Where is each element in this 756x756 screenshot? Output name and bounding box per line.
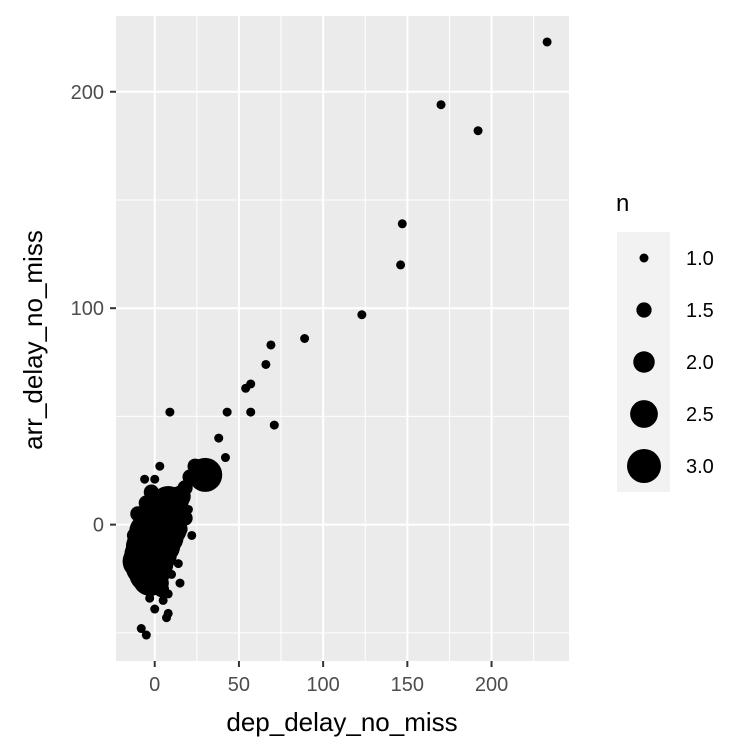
legend-key bbox=[636, 302, 652, 318]
data-point bbox=[145, 593, 155, 603]
data-point bbox=[150, 604, 160, 614]
data-point bbox=[222, 407, 232, 417]
data-point bbox=[542, 37, 552, 47]
x-axis: 0 50 100 150 200 bbox=[149, 661, 508, 696]
legend-key bbox=[639, 253, 649, 263]
x-tick-label: 0 bbox=[149, 674, 160, 696]
data-point bbox=[246, 407, 256, 417]
legend-key bbox=[633, 351, 655, 373]
data-point bbox=[130, 506, 146, 522]
x-tick-label: 200 bbox=[475, 674, 508, 696]
data-points bbox=[122, 37, 552, 640]
data-point bbox=[220, 453, 230, 463]
data-point bbox=[158, 595, 168, 605]
legend-title: n bbox=[616, 190, 629, 217]
data-point bbox=[163, 589, 173, 599]
data-point bbox=[175, 578, 185, 588]
data-point bbox=[163, 561, 173, 571]
y-tick-label: 100 bbox=[71, 298, 104, 320]
data-point bbox=[241, 383, 251, 393]
data-point bbox=[136, 624, 146, 634]
data-point bbox=[261, 359, 271, 369]
legend-label: 3.0 bbox=[686, 456, 714, 478]
x-tick-label: 100 bbox=[306, 674, 339, 696]
plot-panel bbox=[116, 16, 569, 661]
x-tick-label: 150 bbox=[391, 674, 424, 696]
data-point bbox=[187, 530, 197, 540]
data-point bbox=[183, 504, 193, 514]
data-point bbox=[125, 542, 141, 559]
legend-label: 1.5 bbox=[686, 300, 714, 322]
data-point bbox=[137, 511, 172, 546]
data-point bbox=[357, 310, 367, 320]
minor-gridlines bbox=[116, 16, 569, 661]
major-gridlines bbox=[116, 16, 569, 661]
data-point bbox=[152, 488, 168, 505]
data-point bbox=[436, 100, 446, 110]
data-point bbox=[155, 461, 165, 471]
data-point bbox=[126, 527, 143, 544]
data-point bbox=[150, 474, 160, 484]
data-point bbox=[138, 495, 154, 511]
legend-label: 1.0 bbox=[686, 248, 714, 270]
x-tick-label: 50 bbox=[228, 674, 250, 696]
y-tick-label: 200 bbox=[71, 82, 104, 104]
legend-label: 2.0 bbox=[686, 352, 714, 374]
y-axis: 0 100 200 bbox=[71, 82, 116, 537]
data-point bbox=[266, 340, 276, 350]
data-point bbox=[140, 474, 150, 484]
y-tick-label: 0 bbox=[93, 515, 104, 537]
data-point bbox=[165, 407, 175, 417]
data-point bbox=[214, 433, 224, 443]
data-point bbox=[141, 630, 151, 640]
data-point bbox=[173, 559, 183, 569]
x-axis-title: dep_delay_no_miss bbox=[226, 707, 457, 737]
data-point bbox=[473, 126, 483, 136]
legend-key bbox=[627, 449, 661, 483]
y-axis-title: arr_delay_no_miss bbox=[18, 230, 48, 450]
legend-entries: 1.0 1.5 2.0 2.5 3.0 bbox=[627, 248, 714, 483]
data-point bbox=[167, 569, 177, 579]
data-point bbox=[269, 420, 279, 430]
data-point bbox=[300, 334, 310, 343]
legend-key bbox=[630, 400, 658, 428]
data-point bbox=[162, 613, 172, 623]
data-point bbox=[396, 260, 406, 270]
data-point bbox=[177, 520, 187, 530]
data-point bbox=[397, 219, 407, 229]
size-legend: n 1.0 1.5 2.0 2.5 3.0 bbox=[616, 190, 714, 492]
legend-label: 2.5 bbox=[686, 404, 714, 426]
